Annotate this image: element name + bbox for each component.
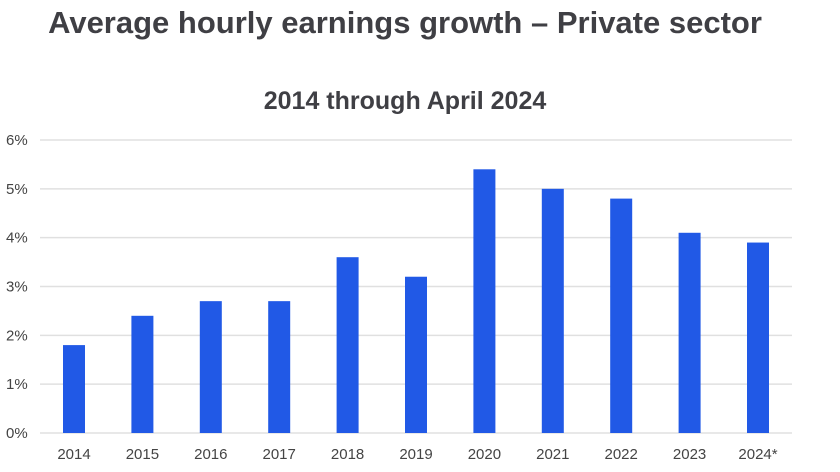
x-tick-label: 2015 <box>126 446 159 463</box>
chart-title: Average hourly earnings growth – Private… <box>48 5 762 40</box>
bar-2024* <box>747 242 769 433</box>
x-tick-label: 2020 <box>468 446 501 463</box>
x-tick-label: 2014 <box>57 446 90 463</box>
x-tick-label: 2016 <box>194 446 227 463</box>
bar-2022 <box>610 198 633 433</box>
bar-2023 <box>678 232 701 433</box>
y-tick-label: 3% <box>6 279 28 296</box>
x-tick-label: 2024* <box>738 446 777 463</box>
bar-2021 <box>541 188 564 433</box>
bar-2020 <box>473 169 496 434</box>
bar-2018 <box>336 257 359 433</box>
y-tick-label: 1% <box>6 376 28 393</box>
x-tick-label: 2019 <box>399 446 432 463</box>
x-tick-label: 2022 <box>605 446 638 463</box>
x-tick-label: 2017 <box>263 446 296 463</box>
bar-2017 <box>268 301 291 433</box>
bar-2016 <box>199 301 222 433</box>
bar-2019 <box>405 276 427 433</box>
bar-2015 <box>131 315 154 433</box>
x-tick-label: 2021 <box>536 446 569 463</box>
x-tick-label: 2023 <box>673 446 706 463</box>
y-tick-label: 0% <box>6 425 28 442</box>
x-tick-label: 2018 <box>331 446 364 463</box>
chart-subtitle: 2014 through April 2024 <box>263 87 547 115</box>
y-tick-label: 4% <box>6 230 28 247</box>
bar-2014 <box>63 345 85 433</box>
y-tick-label: 6% <box>6 132 28 149</box>
y-tick-label: 5% <box>6 181 28 198</box>
y-tick-label: 2% <box>6 327 28 344</box>
